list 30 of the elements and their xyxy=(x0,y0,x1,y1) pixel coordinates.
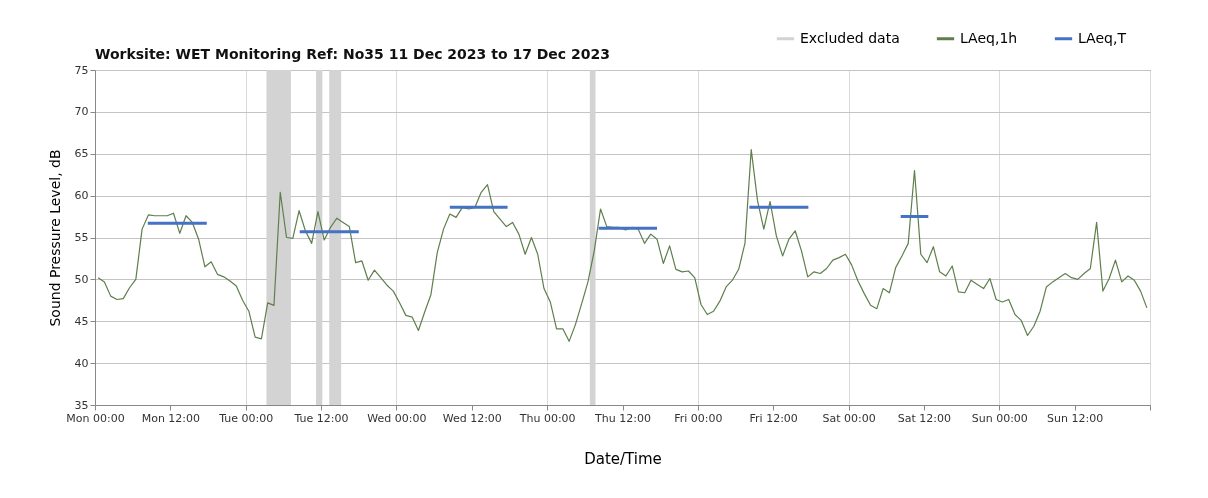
x-tick-label: Mon 12:00 xyxy=(141,411,201,425)
legend-label: Excluded data xyxy=(800,29,900,46)
y-axis-title: Sound Pressure Level, dB xyxy=(46,149,63,327)
y-tick-label: 45 xyxy=(74,314,89,328)
y-tick-label: 40 xyxy=(74,356,89,370)
x-tick-label: Thu 00:00 xyxy=(518,411,576,425)
x-tick-label: Sun 00:00 xyxy=(971,411,1028,425)
x-axis-title: Date/Time xyxy=(584,449,662,468)
y-tick-label: 70 xyxy=(74,105,89,119)
x-tick-label: Fri 12:00 xyxy=(749,411,798,425)
y-tick-label: 55 xyxy=(74,231,89,244)
legend-label: LAeq,1h xyxy=(960,29,1018,46)
x-tick-label: Fri 00:00 xyxy=(674,411,723,425)
chart-title: Worksite: WET Monitoring Ref: No35 11 Dec 2023 to 17 Dec 2023 xyxy=(95,46,610,62)
x-tick-label: Sun 12:00 xyxy=(1047,411,1104,425)
x-tick-label: Mon 00:00 xyxy=(66,411,125,425)
y-tick-label: 65 xyxy=(74,147,89,161)
x-tick-label: Wed 00:00 xyxy=(367,411,427,425)
x-tick-label: Sat 00:00 xyxy=(822,411,876,425)
x-tick-label: Tue 00:00 xyxy=(218,411,274,425)
y-tick-label: 35 xyxy=(74,398,89,412)
x-tick-label: Wed 12:00 xyxy=(442,411,502,425)
y-tick-label: 60 xyxy=(74,189,89,203)
x-tick-label: Sat 12:00 xyxy=(897,411,952,425)
x-tick-label: Thu 12:00 xyxy=(594,411,651,425)
y-tick-label: 75 xyxy=(74,63,89,77)
x-tick-label: Tue 12:00 xyxy=(293,411,349,425)
y-tick-label: 50 xyxy=(74,272,89,286)
line-series xyxy=(97,148,1148,342)
legend-label: LAeq,T xyxy=(1078,29,1127,46)
